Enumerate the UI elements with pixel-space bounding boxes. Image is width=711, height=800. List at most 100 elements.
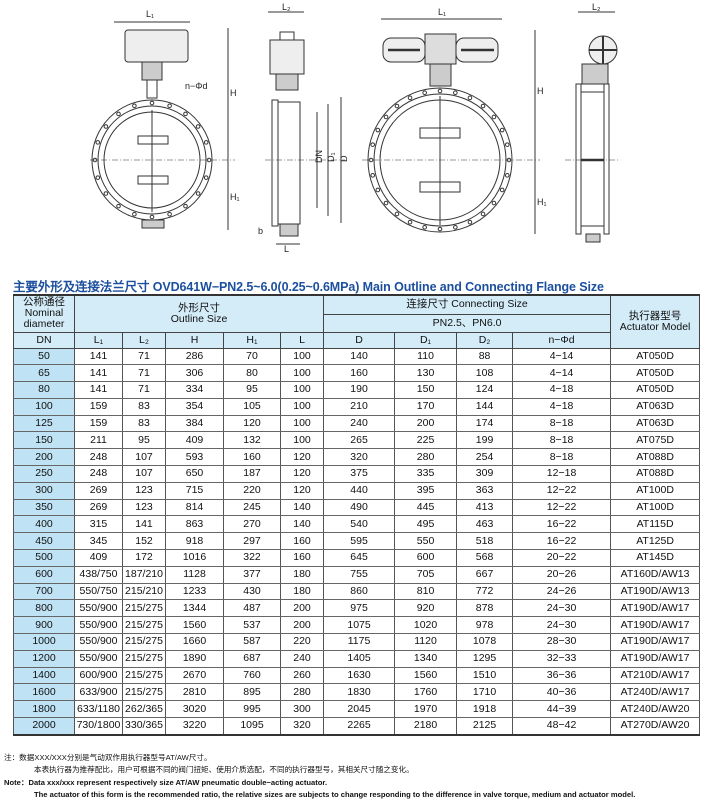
label-l2: L₂ bbox=[282, 2, 291, 12]
table-cell: 220 bbox=[223, 481, 281, 500]
cell-dn: 500 bbox=[13, 549, 75, 567]
table-cell: AT190D/AW17 bbox=[610, 649, 701, 668]
cell-dn: 100 bbox=[13, 397, 75, 416]
table-cell: 918 bbox=[165, 532, 224, 551]
table-cell: 975 bbox=[323, 599, 396, 618]
disc-lug bbox=[137, 175, 169, 185]
table-cell: 95 bbox=[122, 431, 166, 450]
bolt-hole bbox=[467, 95, 473, 101]
cell-dn: 150 bbox=[13, 431, 75, 450]
table-cell: 120 bbox=[279, 481, 325, 500]
header-col: H bbox=[165, 331, 224, 349]
table-cell: 215/275 bbox=[122, 649, 166, 668]
table-cell: 2180 bbox=[394, 717, 458, 736]
label-l2: L₂ bbox=[592, 2, 601, 12]
table-cell: 12−22 bbox=[512, 481, 612, 500]
cell-dn: 1400 bbox=[13, 666, 75, 685]
table-cell: 550/750 bbox=[74, 582, 123, 601]
bolt-hole bbox=[437, 226, 443, 232]
table-cell: 395 bbox=[394, 481, 458, 500]
table-row: 150 211 95 409 132 100 265 225 199 8−18 AT075D bbox=[13, 431, 701, 450]
table-cell: 160 bbox=[223, 448, 281, 467]
cell-dn: 250 bbox=[13, 465, 75, 483]
table-cell: 814 bbox=[165, 498, 224, 517]
bolt-hole bbox=[394, 211, 400, 217]
table-cell: 687 bbox=[223, 649, 281, 668]
table-cell: 2810 bbox=[165, 683, 224, 702]
table-row: 1000 550/900 215/275 1660 587 220 1175 1120 1078… bbox=[13, 633, 701, 651]
bolt-hole bbox=[203, 140, 209, 145]
bolt-hole bbox=[491, 200, 497, 206]
cell-dn: 600 bbox=[13, 565, 75, 584]
table-cell: AT160D/AW13 bbox=[610, 565, 701, 584]
table-cell: 430 bbox=[223, 582, 281, 601]
table-cell: 354 bbox=[165, 397, 224, 416]
table-cell: 377 bbox=[223, 565, 281, 584]
header-dn: DN bbox=[13, 331, 75, 349]
table-cell: 345 bbox=[74, 532, 123, 551]
label-l1: L₁ bbox=[146, 9, 154, 19]
table-cell: 100 bbox=[279, 364, 325, 383]
table-cell: 24−26 bbox=[512, 582, 612, 601]
table-cell: 120 bbox=[223, 414, 281, 433]
table-cell: 334 bbox=[165, 381, 224, 399]
disc-lug bbox=[137, 135, 169, 145]
table-cell: 1020 bbox=[394, 616, 458, 635]
label-h: H bbox=[537, 86, 544, 96]
table-cell: 240 bbox=[323, 414, 396, 433]
header-col: L₂ bbox=[122, 331, 166, 349]
bolt-hole bbox=[375, 127, 381, 133]
bolt-hole bbox=[407, 95, 413, 101]
table-cell: 141 bbox=[122, 515, 166, 534]
table-row: 1400 600/900 215/275 2670 760 260 1630 1560 1510… bbox=[13, 666, 701, 685]
table-cell: 8−18 bbox=[512, 448, 612, 467]
table-row: 300 269 123 715 220 120 440 395 363 12−22 AT100D bbox=[13, 481, 701, 500]
table-cell: 409 bbox=[165, 431, 224, 450]
cell-dn: 700 bbox=[13, 582, 75, 601]
bolt-hole bbox=[383, 114, 389, 120]
table-cell: 568 bbox=[456, 549, 514, 567]
bracket bbox=[141, 61, 163, 81]
cell-dn: 350 bbox=[13, 498, 75, 517]
header-nominal-diameter: 公称通径 Nominal diameter bbox=[13, 294, 75, 333]
table-cell: 463 bbox=[456, 515, 514, 534]
table-cell: 107 bbox=[122, 448, 166, 467]
table-cell: 159 bbox=[74, 414, 123, 433]
table-row: 400 315 141 863 270 140 540 495 463 16−22 AT115D bbox=[13, 515, 701, 534]
cell-dn: 1200 bbox=[13, 649, 75, 668]
bolt-hole bbox=[183, 111, 188, 117]
note-cn-1: 注：数据XXX/XXX分别是气动双作用执行器型号AT/AW尺寸。 bbox=[4, 753, 212, 762]
table-cell: 16−22 bbox=[512, 532, 612, 551]
bolt-hole bbox=[116, 111, 121, 117]
bolt-hole bbox=[368, 157, 374, 163]
table-cell: 633/900 bbox=[74, 683, 123, 702]
table-cell: 1344 bbox=[165, 599, 224, 618]
table-row: 125 159 83 384 120 100 240 200 174 8−18 AT063D bbox=[13, 414, 701, 433]
table-cell: 1016 bbox=[165, 549, 224, 567]
dimension-table: 公称通径 Nominal diameter 外形尺寸 Outline Size 连接尺… bbox=[13, 294, 701, 736]
table-cell: AT125D bbox=[610, 532, 701, 551]
table-cell: 172 bbox=[122, 549, 166, 567]
cell-dn: 80 bbox=[13, 381, 75, 399]
table-cell: 225 bbox=[394, 431, 458, 450]
table-cell: 978 bbox=[456, 616, 514, 635]
table-cell: 265 bbox=[323, 431, 396, 450]
table-cell: 550/900 bbox=[74, 599, 123, 618]
table-cell: 1175 bbox=[323, 633, 396, 651]
table-cell: 108 bbox=[456, 364, 514, 383]
table-cell: 88 bbox=[456, 347, 514, 366]
cell-dn: 300 bbox=[13, 481, 75, 500]
table-cell: AT088D bbox=[610, 448, 701, 467]
table-cell: 2045 bbox=[323, 700, 396, 719]
table-cell: 1970 bbox=[394, 700, 458, 719]
table-cell: 1630 bbox=[323, 666, 396, 685]
bolt-hole bbox=[480, 211, 486, 217]
header-text: Nominal bbox=[24, 307, 64, 320]
label-d1: D₁ bbox=[326, 152, 336, 162]
table-cell: 595 bbox=[323, 532, 396, 551]
table-cell: 71 bbox=[122, 347, 166, 366]
cell-dn: 450 bbox=[13, 532, 75, 551]
bolt-hole bbox=[195, 124, 201, 129]
table-cell: AT050D bbox=[610, 381, 701, 399]
table-cell: 71 bbox=[122, 364, 166, 383]
